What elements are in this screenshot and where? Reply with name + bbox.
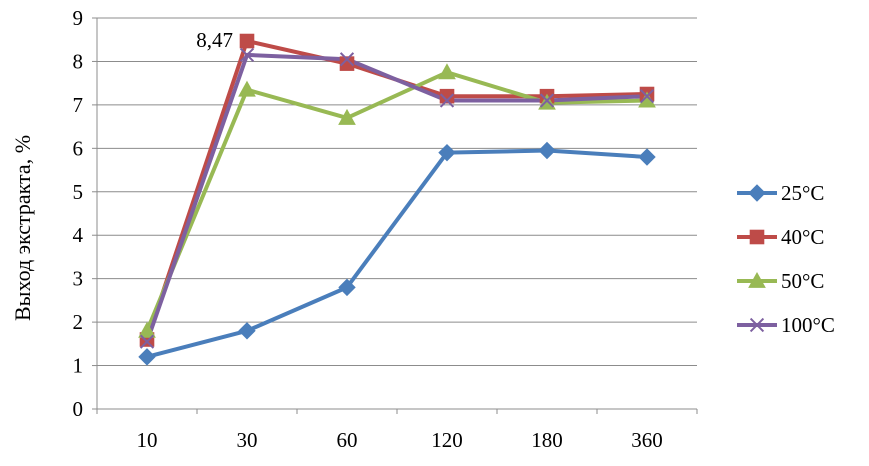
marker-stroke xyxy=(239,47,255,63)
data-point xyxy=(239,33,255,49)
data-point xyxy=(139,334,155,349)
legend-marker xyxy=(748,184,766,202)
series-line xyxy=(145,70,648,332)
y-tick-label: 7 xyxy=(73,93,84,117)
y-tick-label: 2 xyxy=(73,310,84,334)
x-tick-label: 180 xyxy=(531,428,563,452)
marker-stroke xyxy=(339,52,355,67)
y-axis-label: Выход экстракта, % xyxy=(10,135,35,321)
data-point xyxy=(138,321,156,338)
marker-stroke xyxy=(639,89,655,104)
data-point xyxy=(439,93,455,108)
x-tick-label: 60 xyxy=(337,428,358,452)
data-point xyxy=(438,63,456,80)
legend-item: 25°C xyxy=(737,181,824,205)
data-point xyxy=(238,322,256,340)
y-tick-label: 4 xyxy=(73,223,84,247)
legend-marker xyxy=(749,317,765,333)
series-markers xyxy=(138,33,656,366)
annotations: 8,47 xyxy=(196,28,233,52)
y-tick-label: 8 xyxy=(73,49,84,73)
marker-stroke xyxy=(539,93,555,108)
marker-stroke xyxy=(749,317,765,333)
legend-label: 40°C xyxy=(781,225,824,249)
x-tick-label: 30 xyxy=(237,428,258,452)
legend-item: 100°C xyxy=(737,313,835,337)
series-line xyxy=(145,52,648,343)
y-tick-label: 9 xyxy=(73,6,84,30)
legend-label: 50°C xyxy=(781,269,824,293)
data-point xyxy=(438,143,456,162)
data-point xyxy=(339,52,355,67)
series-lines xyxy=(145,39,648,359)
legend-label: 25°C xyxy=(781,181,824,205)
marker-stroke xyxy=(439,93,455,108)
data-point xyxy=(338,108,356,125)
data-label: 8,47 xyxy=(196,28,233,52)
y-tick-label: 3 xyxy=(73,267,84,291)
series-line xyxy=(146,148,648,359)
data-point xyxy=(538,141,556,160)
data-point xyxy=(239,47,255,63)
series-line xyxy=(145,39,648,341)
data-point xyxy=(339,56,355,71)
x-tick-label: 10 xyxy=(137,428,158,452)
legend-marker xyxy=(748,271,766,288)
x-tick-label: 120 xyxy=(431,428,463,452)
data-point xyxy=(439,88,455,104)
y-tick-label: 0 xyxy=(73,397,84,421)
data-point xyxy=(639,89,655,104)
y-tick-label: 6 xyxy=(73,136,84,160)
data-point xyxy=(638,148,656,166)
legend-marker xyxy=(749,229,765,245)
legend-item: 50°C xyxy=(737,269,824,293)
axes: 0 1 2 3 4 5 6 7 8 9 10 30 60 120 180 360 xyxy=(73,6,698,452)
y-tick-label: 1 xyxy=(73,354,84,378)
legend-item: 40°C xyxy=(737,225,824,249)
data-point xyxy=(238,80,256,97)
y-tick-label: 5 xyxy=(73,180,84,204)
legend: 25°C 40°C 50°C 100°C xyxy=(737,181,835,337)
marker-stroke xyxy=(139,334,155,349)
data-point xyxy=(338,278,356,297)
data-point xyxy=(138,348,156,366)
data-point xyxy=(539,93,555,108)
legend-label: 100°C xyxy=(781,313,835,337)
gridlines xyxy=(97,17,697,367)
x-tick-label: 360 xyxy=(631,428,663,452)
